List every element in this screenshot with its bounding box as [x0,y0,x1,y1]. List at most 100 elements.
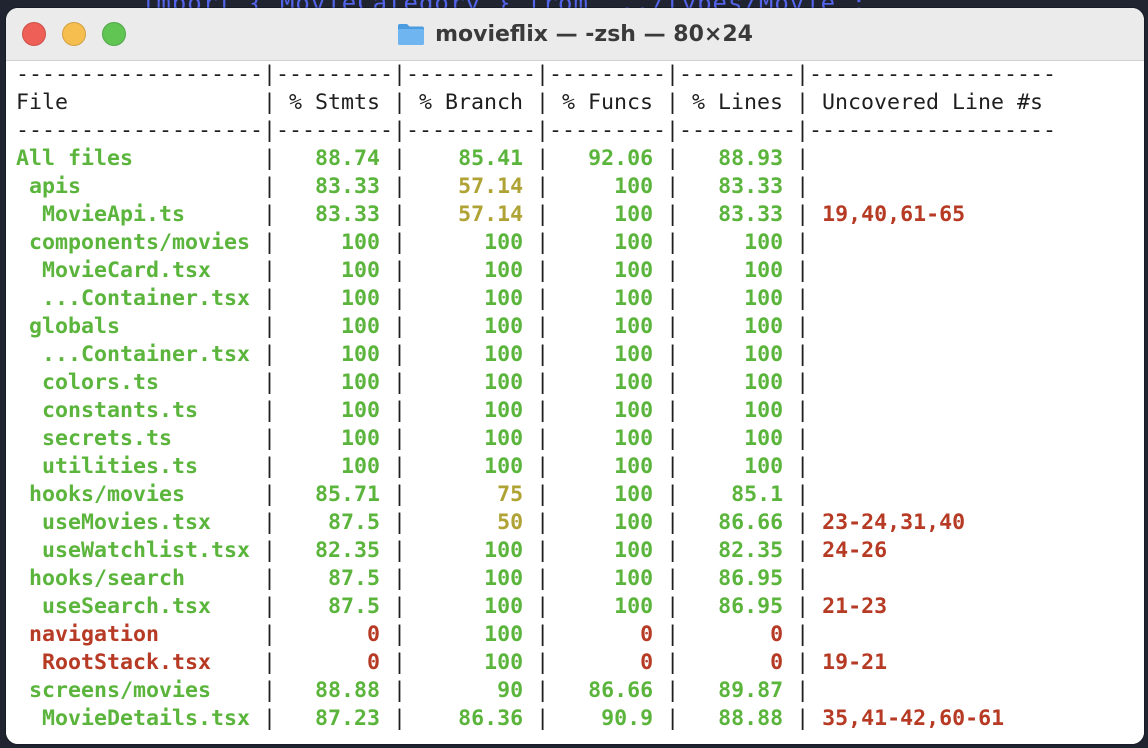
column-separator: | [666,454,680,479]
column-separator: | [666,286,680,311]
column-separator: | [536,706,550,731]
column-separator: | [263,566,277,591]
column-separator: | [796,538,810,563]
uncovered-cell [809,286,822,311]
branch-cell: 57.14 [406,202,537,227]
uncovered-cell: 24-26 [809,538,888,563]
column-separator: | [666,258,680,283]
column-separator: | [263,202,277,227]
column-separator: | [393,594,407,619]
uncovered-cell [809,314,822,339]
stmts-cell: 88.74 [276,146,394,171]
branch-cell: 100 [406,286,537,311]
stmts-cell: 100 [276,258,394,283]
uncovered-cell [809,678,822,703]
column-separator: | [536,286,550,311]
stmts-cell: 83.33 [276,202,394,227]
file-cell: utilities.ts [16,454,264,479]
column-separator: | [536,202,550,227]
file-cell: MovieDetails.tsx [16,706,264,731]
table-row: colors.ts | 100 | 100 | 100 | 100 | [16,369,1144,397]
terminal-window: movieflix — -zsh — 80×24 ---------------… [6,8,1144,744]
table-row: ...Container.tsx | 100 | 100 | 100 | 100… [16,285,1144,313]
column-separator: | [393,398,407,423]
column-separator: | [393,650,407,675]
column-separator: | [796,174,810,199]
branch-cell: 85.41 [406,146,537,171]
lines-cell: 89.87 [679,678,797,703]
column-separator: | [536,398,550,423]
column-separator: | [666,146,680,171]
lines-cell: 88.88 [679,706,797,731]
close-button[interactable] [22,22,46,46]
funcs-cell: 100 [549,482,667,507]
funcs-cell: 100 [549,370,667,395]
lines-cell: 100 [679,230,797,255]
branch-cell: 57.14 [406,174,537,199]
file-cell: useMovies.tsx [16,510,264,535]
lines-cell: 100 [679,426,797,451]
title-bar[interactable]: movieflix — -zsh — 80×24 [6,8,1144,61]
branch-cell: 90 [406,678,537,703]
column-separator: | [666,566,680,591]
uncovered-cell [809,482,822,507]
table-divider-top: -------------------|---------|----------… [16,62,1057,87]
funcs-cell: 100 [549,342,667,367]
file-cell: ...Container.tsx [16,286,264,311]
column-separator: | [263,538,277,563]
column-separator: | [666,706,680,731]
funcs-cell: 86.66 [549,678,667,703]
branch-cell: 100 [406,594,537,619]
funcs-cell: 0 [549,650,667,675]
branch-cell: 100 [406,370,537,395]
column-separator: | [393,342,407,367]
column-separator: | [796,706,810,731]
terminal-output[interactable]: -------------------|---------|----------… [6,61,1144,744]
folder-icon [397,22,425,46]
funcs-cell: 90.9 [549,706,667,731]
column-separator: | [263,230,277,255]
funcs-cell: 100 [549,566,667,591]
column-separator: | [393,622,407,647]
column-separator: | [263,454,277,479]
funcs-cell: 100 [549,230,667,255]
column-separator: | [393,230,407,255]
file-cell: ...Container.tsx [16,342,264,367]
table-row: utilities.ts | 100 | 100 | 100 | 100 | [16,453,1144,481]
uncovered-cell [809,230,822,255]
column-separator: | [536,538,550,563]
branch-cell: 100 [406,538,537,563]
column-separator: | [666,538,680,563]
minimize-button[interactable] [62,22,86,46]
file-cell: components/movies [16,230,264,255]
stmts-cell: 83.33 [276,174,394,199]
column-separator: | [393,314,407,339]
maximize-button[interactable] [102,22,126,46]
column-separator: | [796,342,810,367]
column-separator: | [796,510,810,535]
uncovered-cell [809,258,822,283]
uncovered-cell [809,426,822,451]
column-separator: | [393,482,407,507]
column-separator: | [536,230,550,255]
funcs-cell: 100 [549,398,667,423]
column-separator: | [796,678,810,703]
column-separator: | [666,510,680,535]
stmts-cell: 100 [276,426,394,451]
branch-cell: 100 [406,258,537,283]
column-separator: | [796,230,810,255]
column-separator: | [263,706,277,731]
table-row: navigation | 0 | 100 | 0 | 0 | [16,621,1144,649]
column-separator: | [263,650,277,675]
funcs-cell: 100 [549,258,667,283]
table-row: constants.ts | 100 | 100 | 100 | 100 | [16,397,1144,425]
file-cell: RootStack.tsx [16,650,264,675]
table-row: useMovies.tsx | 87.5 | 50 | 100 | 86.66 … [16,509,1144,537]
branch-cell: 100 [406,398,537,423]
lines-cell: 86.95 [679,566,797,591]
column-separator: | [666,342,680,367]
column-separator: | [393,510,407,535]
table-row: components/movies | 100 | 100 | 100 | 10… [16,229,1144,257]
uncovered-cell [809,342,822,367]
table-row: secrets.ts | 100 | 100 | 100 | 100 | [16,425,1144,453]
